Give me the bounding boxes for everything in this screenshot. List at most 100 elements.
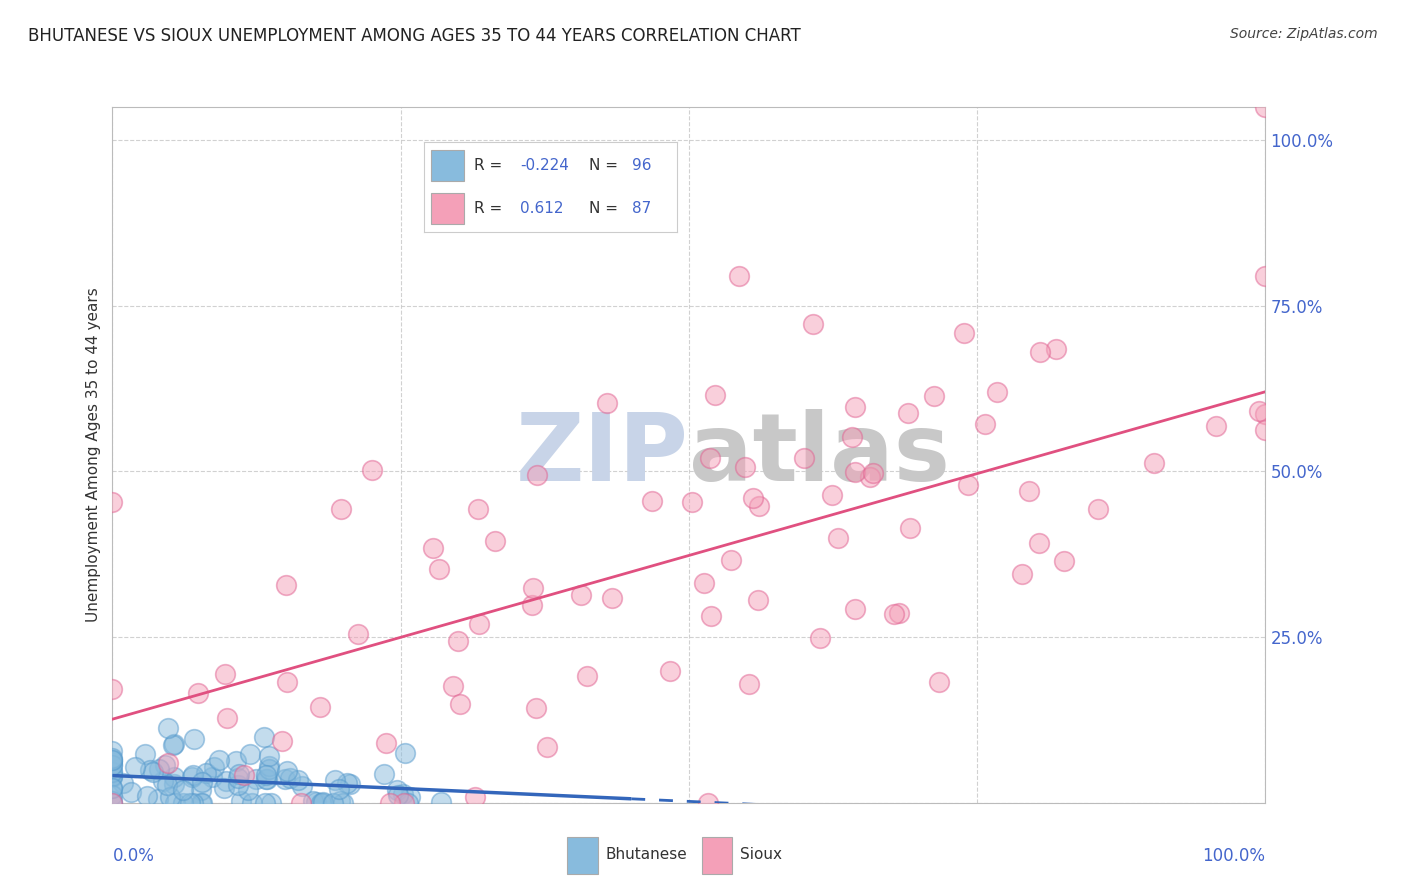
Point xyxy=(467,502,489,516)
Point xyxy=(228,767,250,781)
Point xyxy=(156,778,179,792)
Point xyxy=(204,759,226,773)
Point xyxy=(793,450,815,465)
Point xyxy=(900,521,922,535)
Point xyxy=(1254,407,1277,421)
Point xyxy=(236,783,259,797)
Point xyxy=(484,534,506,549)
Point xyxy=(172,782,194,797)
Point xyxy=(148,762,170,776)
Point xyxy=(1018,484,1040,499)
Text: R =: R = xyxy=(474,158,508,173)
Point xyxy=(1029,345,1052,359)
Point xyxy=(844,465,866,479)
Point xyxy=(276,764,298,779)
Point xyxy=(569,588,592,602)
Point xyxy=(361,462,384,476)
Text: 87: 87 xyxy=(631,202,651,216)
Point xyxy=(692,576,714,591)
Point xyxy=(467,617,489,632)
Point xyxy=(163,771,186,785)
Point xyxy=(641,493,664,508)
Point xyxy=(201,770,224,784)
Point xyxy=(152,773,174,788)
Point xyxy=(276,675,298,690)
Point xyxy=(190,783,212,797)
Text: Sioux: Sioux xyxy=(740,847,782,862)
Point xyxy=(101,757,124,772)
Point xyxy=(1254,100,1277,114)
Point xyxy=(256,772,278,787)
Point xyxy=(897,406,920,420)
Point xyxy=(214,667,236,681)
Point xyxy=(1247,404,1270,418)
Point xyxy=(233,768,256,782)
Point xyxy=(844,602,866,616)
FancyBboxPatch shape xyxy=(567,837,598,874)
Point xyxy=(922,389,945,403)
Point xyxy=(225,754,247,768)
Point xyxy=(212,780,235,795)
Point xyxy=(429,562,451,576)
Point xyxy=(1254,423,1277,437)
Point xyxy=(172,796,194,810)
Point xyxy=(101,751,124,765)
Point xyxy=(101,780,124,795)
Point xyxy=(138,763,160,777)
Point xyxy=(239,747,262,761)
Point xyxy=(883,607,905,621)
Point xyxy=(398,789,420,804)
Text: R =: R = xyxy=(474,202,508,216)
Point xyxy=(135,789,157,804)
Point xyxy=(385,783,408,797)
Point xyxy=(101,794,124,808)
Text: 0.0%: 0.0% xyxy=(112,847,155,865)
Point xyxy=(124,760,146,774)
Point xyxy=(163,737,186,751)
Point xyxy=(1254,268,1277,283)
Text: 100.0%: 100.0% xyxy=(1202,847,1265,865)
Point xyxy=(524,700,547,714)
Point xyxy=(704,388,727,402)
Point xyxy=(734,459,756,474)
Point xyxy=(208,753,231,767)
Point xyxy=(859,470,882,484)
Point xyxy=(153,758,176,772)
Point xyxy=(464,790,486,805)
Point xyxy=(720,553,742,567)
Point xyxy=(738,677,761,691)
Point xyxy=(120,785,142,799)
Point xyxy=(101,764,124,779)
Point xyxy=(727,268,749,283)
Point xyxy=(309,699,332,714)
Point xyxy=(287,772,309,787)
Point xyxy=(953,326,976,340)
Point xyxy=(526,467,548,482)
Point xyxy=(378,796,401,810)
Point xyxy=(311,796,333,810)
Point xyxy=(328,781,350,796)
Point xyxy=(101,764,124,778)
Point xyxy=(396,796,419,810)
Point xyxy=(291,779,314,793)
Point xyxy=(748,500,770,514)
Y-axis label: Unemployment Among Ages 35 to 44 years: Unemployment Among Ages 35 to 44 years xyxy=(86,287,101,623)
Point xyxy=(522,581,544,595)
Point xyxy=(450,698,472,712)
Point xyxy=(179,796,201,810)
Point xyxy=(101,755,124,769)
Point xyxy=(101,753,124,767)
Point xyxy=(101,796,124,810)
Point xyxy=(190,796,212,810)
Point xyxy=(190,796,212,810)
Point xyxy=(101,770,124,784)
Text: 96: 96 xyxy=(631,158,651,173)
Point xyxy=(101,495,124,509)
Point xyxy=(101,744,124,758)
Point xyxy=(101,781,124,796)
Point xyxy=(576,669,599,683)
Point xyxy=(257,749,280,764)
Point xyxy=(974,417,997,431)
Point xyxy=(215,773,238,788)
Point xyxy=(596,396,619,410)
